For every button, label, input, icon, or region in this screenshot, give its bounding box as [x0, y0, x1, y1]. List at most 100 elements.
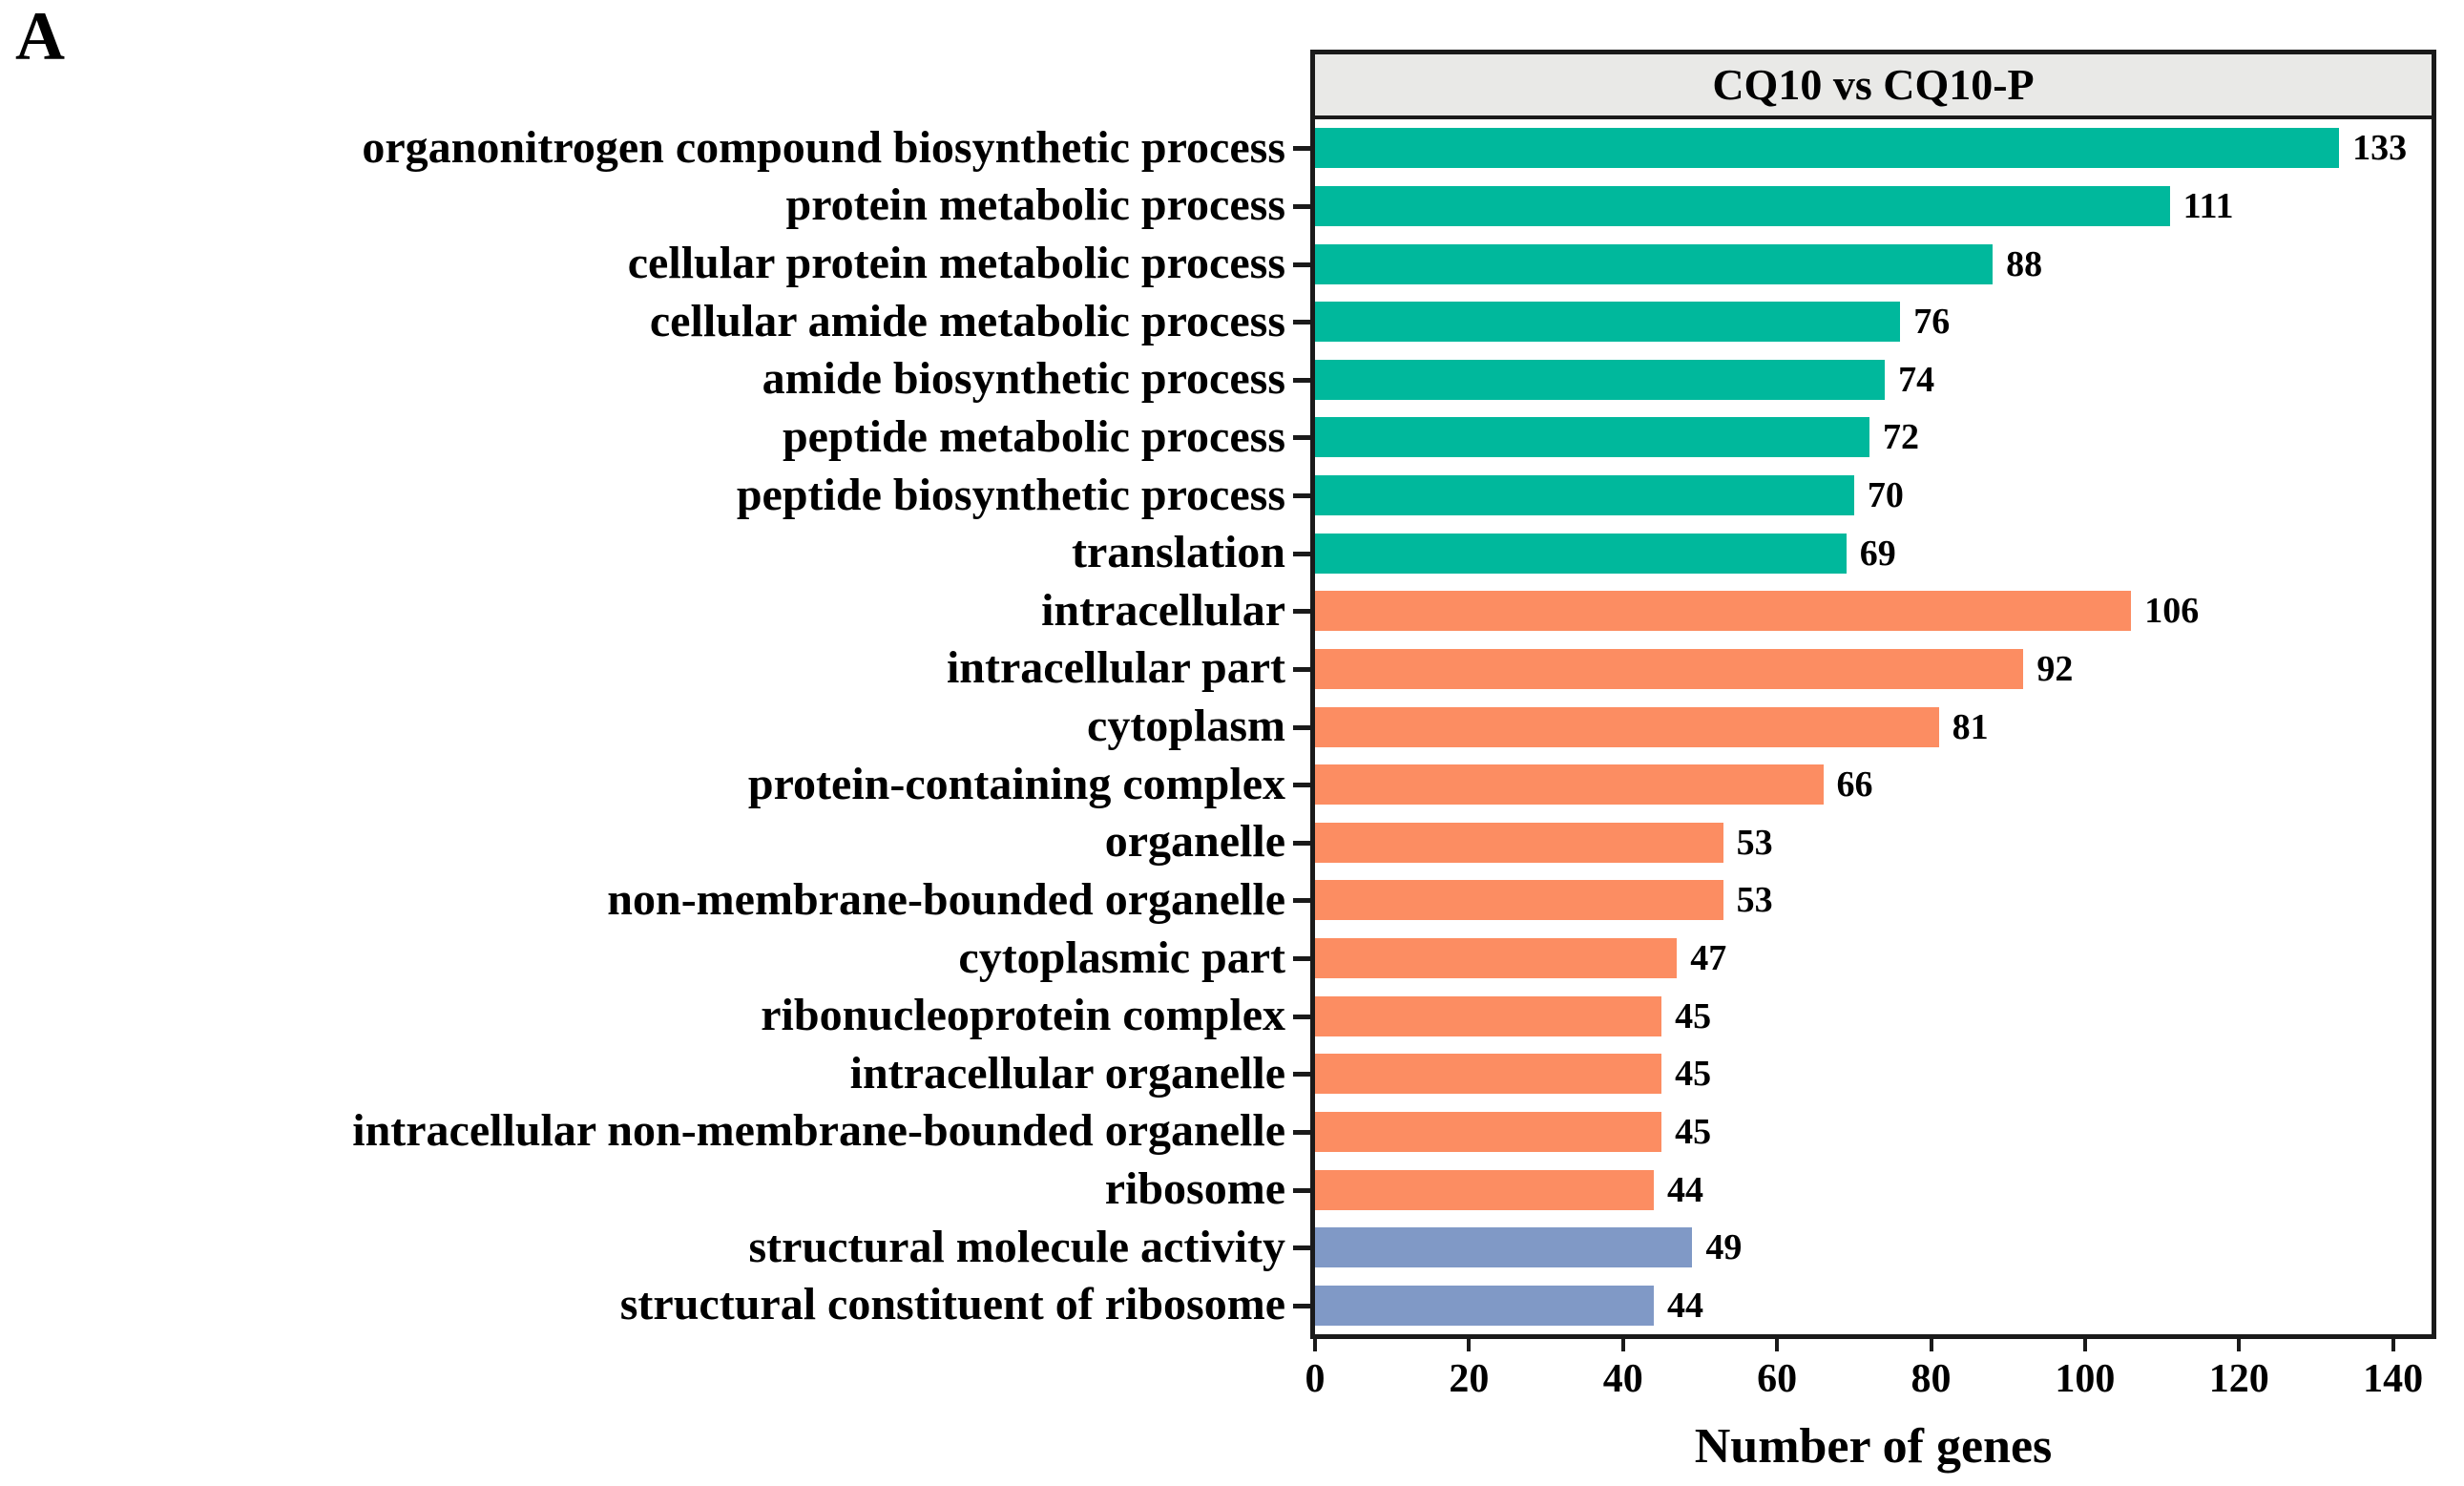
category-label: cellular protein metabolic process — [627, 238, 1285, 289]
bar-row: 53 — [1293, 814, 2432, 872]
y-axis-tick — [1293, 1245, 1310, 1251]
bar-row: 76 — [1293, 293, 2432, 351]
category-label-row: peptide biosynthetic process — [0, 467, 1285, 525]
bar-value-label: 44 — [1667, 1285, 1704, 1326]
bar-row: 81 — [1293, 698, 2432, 756]
x-axis-title: Number of genes — [1694, 1419, 2053, 1474]
y-axis-tick — [1293, 146, 1310, 152]
x-axis-tick-label: 40 — [1602, 1357, 1643, 1401]
bar — [1315, 764, 1824, 806]
x-axis-tick-label: 0 — [1305, 1357, 1326, 1401]
panel-letter: A — [15, 0, 65, 74]
bar — [1315, 1227, 1693, 1268]
bar-row: 133 — [1293, 119, 2432, 178]
bar-row: 45 — [1293, 1045, 2432, 1103]
category-label: organonitrogen compound biosynthetic pro… — [362, 121, 1285, 173]
category-label: ribonucleoprotein complex — [761, 990, 1285, 1041]
category-label-row: peptide metabolic process — [0, 408, 1285, 467]
bar-value-label: 69 — [1859, 533, 1896, 574]
bar-row: 45 — [1293, 987, 2432, 1045]
x-axis-tick-label: 60 — [1757, 1357, 1798, 1401]
bar-value-label: 133 — [2352, 128, 2408, 169]
bar-row: 72 — [1293, 408, 2432, 467]
y-axis-tick — [1293, 666, 1310, 672]
category-label: cellular amide metabolic process — [649, 295, 1285, 346]
y-axis-tick — [1293, 840, 1310, 846]
bar — [1315, 359, 1886, 400]
bar — [1315, 648, 2024, 689]
x-axis-tick — [1467, 1339, 1472, 1351]
y-axis-tick — [1293, 1014, 1310, 1019]
bar-value-label: 111 — [2182, 185, 2234, 226]
bar-row: 74 — [1293, 351, 2432, 409]
bar-value-label: 53 — [1736, 822, 1773, 863]
category-label-row: organonitrogen compound biosynthetic pro… — [0, 119, 1285, 178]
category-label-row: intracellular — [0, 582, 1285, 640]
category-label-row: structural molecule activity — [0, 1219, 1286, 1277]
bar-row: 106 — [1293, 582, 2432, 640]
category-label-row: non-membrane-bounded organelle — [0, 871, 1285, 930]
y-axis-tick — [1293, 203, 1310, 209]
category-label: cytoplasmic part — [958, 931, 1285, 983]
y-axis-tick — [1293, 609, 1310, 615]
bar — [1315, 1054, 1662, 1095]
category-label: amide biosynthetic process — [762, 353, 1285, 405]
bar-row: 66 — [1293, 756, 2432, 814]
category-label: intracellular part — [946, 642, 1285, 694]
bar-row: 53 — [1293, 871, 2432, 930]
category-label: cytoplasm — [1087, 701, 1285, 752]
bar — [1315, 475, 1854, 516]
category-label: translation — [1071, 527, 1285, 578]
bar-value-label: 106 — [2144, 591, 2200, 632]
category-label-row: ribonucleoprotein complex — [0, 987, 1285, 1045]
category-label: ribosome — [1104, 1163, 1285, 1215]
bar-row: 44 — [1293, 1277, 2432, 1335]
bar-row: 111 — [1293, 178, 2432, 236]
bar-value-label: 53 — [1736, 880, 1773, 921]
x-axis-tick-labels: 0 20 40 60 80 100 120 140 — [1305, 1357, 2432, 1407]
bar-value-label: 81 — [1952, 706, 1989, 747]
category-label-row: organelle — [0, 814, 1285, 872]
category-label-row: amide biosynthetic process — [0, 351, 1285, 409]
category-label: peptide metabolic process — [782, 410, 1285, 462]
x-axis-tick-label: 20 — [1449, 1357, 1490, 1401]
category-label: intracellular organelle — [849, 1047, 1285, 1099]
x-axis-tick — [2237, 1339, 2242, 1351]
category-label: intracellular — [1041, 584, 1285, 636]
category-label: intracellular non-membrane-bounded organ… — [352, 1105, 1285, 1157]
category-label-row: protein metabolic process — [0, 178, 1286, 236]
category-label: protein metabolic process — [785, 179, 1286, 231]
bar-row: 69 — [1293, 524, 2432, 582]
y-axis-tick — [1293, 783, 1310, 788]
bar — [1315, 938, 1678, 979]
bar-value-label: 88 — [2006, 243, 2043, 284]
x-axis-tick — [2082, 1339, 2087, 1351]
bar — [1315, 1169, 1655, 1210]
category-label: protein-containing complex — [747, 758, 1285, 809]
bar-value-label: 70 — [1867, 475, 1904, 516]
y-axis-tick — [1293, 1072, 1310, 1078]
y-axis-category-labels: organonitrogen compound biosynthetic pro… — [0, 119, 1285, 1334]
bar-value-label: 49 — [1705, 1227, 1743, 1268]
bar-value-label: 45 — [1675, 995, 1712, 1036]
category-label-row: cellular amide metabolic process — [0, 293, 1285, 351]
category-label-row: translation — [0, 524, 1285, 582]
x-axis-tick-label: 140 — [2363, 1357, 2424, 1401]
bar-row: 44 — [1293, 1161, 2432, 1219]
x-axis-tick — [1775, 1339, 1780, 1351]
bar — [1315, 417, 1869, 458]
category-label-row: ribosome — [0, 1161, 1285, 1219]
x-axis-ticks — [1313, 1339, 2432, 1352]
category-label: structural constituent of ribosome — [619, 1279, 1285, 1330]
category-label-row: intracellular part — [0, 640, 1285, 699]
category-label-row: cytoplasm — [0, 698, 1285, 756]
bar-row: 49 — [1293, 1219, 2432, 1277]
x-axis-tick — [2391, 1339, 2395, 1351]
y-axis-tick — [1293, 1129, 1310, 1135]
category-label: organelle — [1104, 816, 1285, 868]
bar-value-label: 76 — [1913, 302, 1951, 343]
x-axis-tick-label: 120 — [2208, 1357, 2269, 1401]
bar-row: 47 — [1293, 930, 2432, 988]
bar-value-label: 45 — [1675, 1054, 1712, 1095]
category-label-row: structural constituent of ribosome — [0, 1277, 1285, 1335]
